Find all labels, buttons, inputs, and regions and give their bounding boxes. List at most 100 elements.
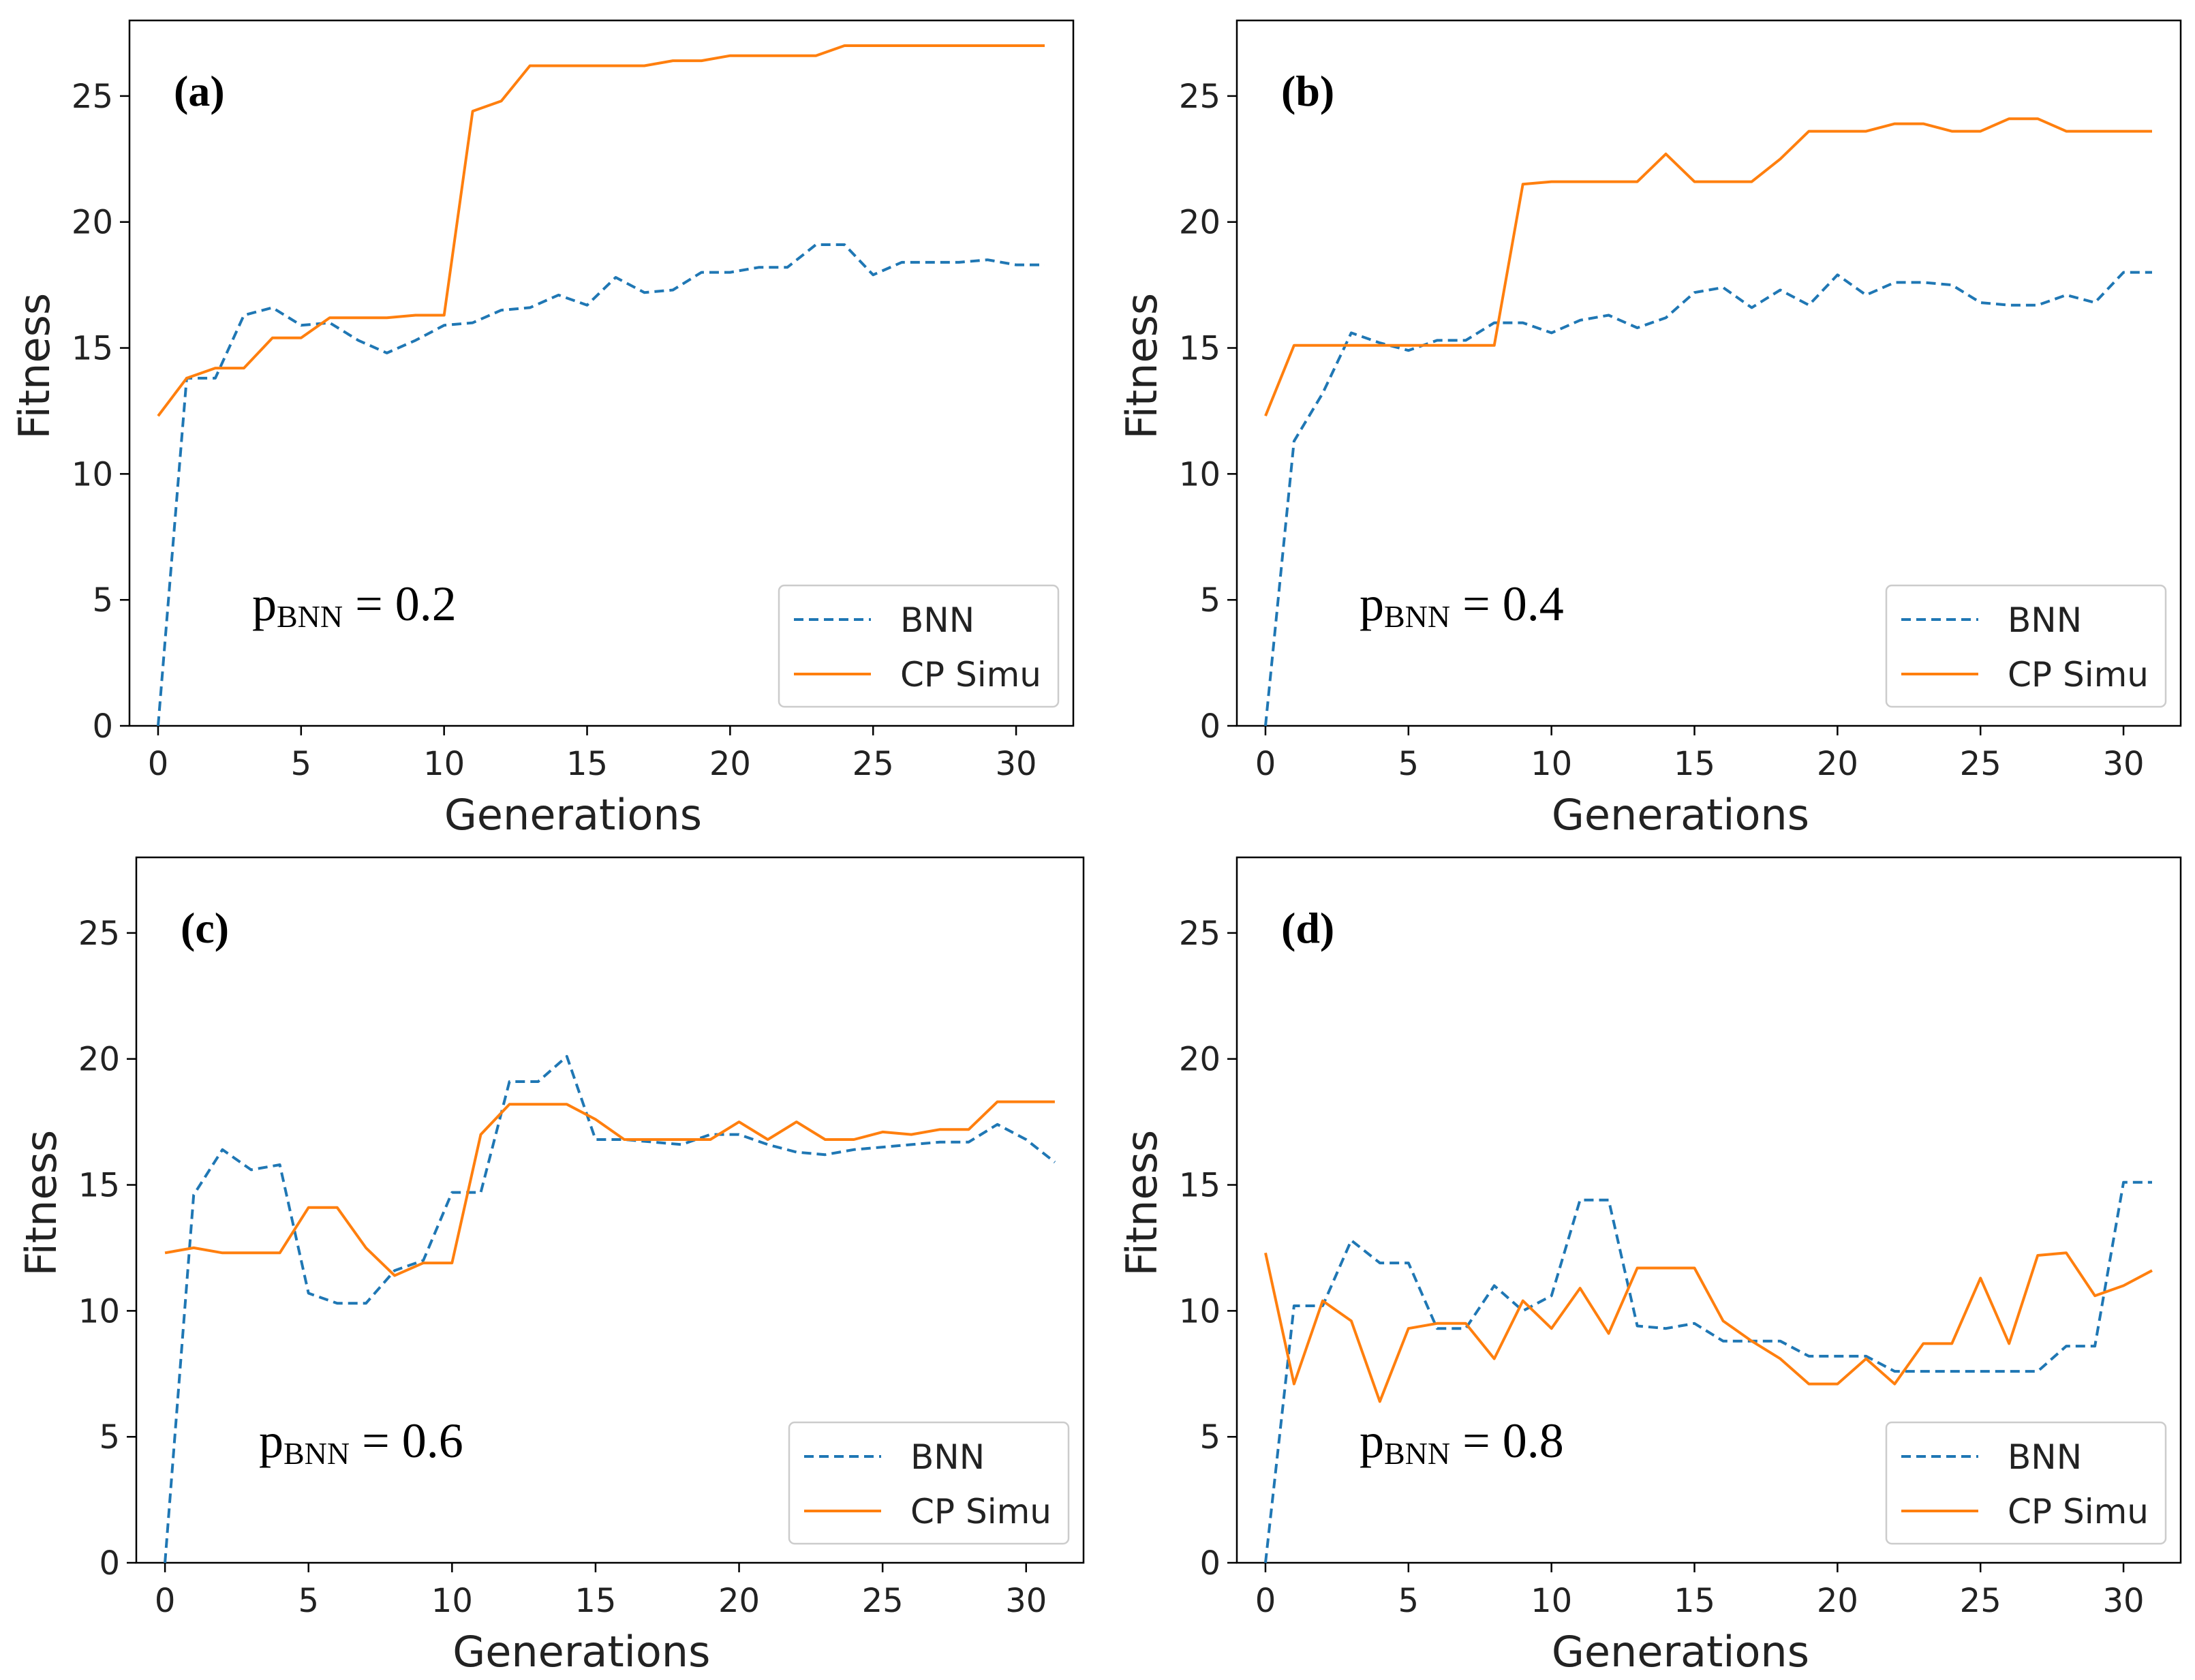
legend-label: CP Simu bbox=[910, 1492, 1052, 1531]
legend-label: CP Simu bbox=[900, 655, 1041, 694]
x-tick-label: 25 bbox=[862, 1582, 904, 1620]
panel-label: (b) bbox=[1281, 67, 1334, 115]
y-tick-label: 15 bbox=[1179, 330, 1221, 368]
x-tick-label: 10 bbox=[423, 745, 465, 783]
legend-label: BNN bbox=[2008, 1437, 2082, 1477]
x-axis-label: Generations bbox=[1552, 790, 1809, 840]
x-tick-label: 30 bbox=[1005, 1582, 1047, 1620]
x-tick-label: 0 bbox=[1255, 745, 1276, 783]
x-tick-label: 5 bbox=[291, 745, 312, 783]
y-tick-label: 15 bbox=[78, 1167, 120, 1205]
panel-label: (c) bbox=[181, 904, 229, 952]
y-tick-label: 0 bbox=[99, 1544, 120, 1583]
x-axis-label: Generations bbox=[452, 1627, 710, 1677]
series-line-cp-simu bbox=[1264, 1251, 2153, 1403]
chart-panel-d: 0 5 10 15 20 25 30 0 5 10 15 20 25 Generations Fitness… bbox=[1117, 856, 2182, 1677]
chart-panel-a: 0 5 10 15 20 25 30 0 5 10 15 20 25 Generations Fitness… bbox=[10, 19, 1075, 840]
y-tick-label: 20 bbox=[78, 1041, 120, 1079]
x-tick-label: 20 bbox=[718, 1582, 760, 1620]
legend-label: BNN bbox=[900, 600, 974, 640]
annotation-subscript: BNN bbox=[1384, 1436, 1450, 1471]
legend-label: BNN bbox=[2008, 600, 2082, 640]
y-tick-label: 0 bbox=[1199, 707, 1221, 746]
annotation-symbol: p bbox=[252, 577, 277, 631]
annotation-value: = 0.2 bbox=[343, 577, 457, 631]
x-tick-label: 20 bbox=[1817, 1582, 1858, 1620]
series-line-bnn bbox=[1264, 271, 2152, 727]
x-tick-label: 10 bbox=[1531, 745, 1572, 783]
x-tick-label: 30 bbox=[996, 745, 1037, 783]
x-tick-label: 20 bbox=[709, 745, 751, 783]
annotation-subscript: BNN bbox=[277, 599, 343, 634]
annotation-subscript: BNN bbox=[283, 1436, 350, 1471]
p-bnn-annotation: pBNN = 0.8 bbox=[1360, 1414, 1564, 1471]
x-tick-label: 25 bbox=[853, 745, 894, 783]
legend-box bbox=[788, 1421, 1070, 1545]
p-bnn-annotation: pBNN = 0.6 bbox=[259, 1414, 463, 1471]
x-tick-label: 0 bbox=[155, 1582, 176, 1620]
y-tick-label: 5 bbox=[92, 581, 113, 620]
y-tick-label: 10 bbox=[72, 455, 113, 493]
x-tick-label: 10 bbox=[1531, 1582, 1572, 1620]
x-tick-label: 5 bbox=[1398, 1582, 1419, 1620]
annotation-symbol: p bbox=[1360, 577, 1384, 631]
y-axis-label: Fitness bbox=[1117, 293, 1167, 440]
series-line-bnn bbox=[157, 243, 1045, 727]
x-tick-label: 15 bbox=[566, 745, 608, 783]
legend: BNN CP Simu bbox=[1885, 1421, 2167, 1545]
y-tick-label: 5 bbox=[1199, 581, 1221, 620]
y-tick-label: 15 bbox=[72, 330, 113, 368]
p-bnn-annotation: pBNN = 0.2 bbox=[252, 577, 457, 634]
x-tick-label: 0 bbox=[1255, 1582, 1276, 1620]
series-line-bnn bbox=[164, 1055, 1056, 1563]
y-tick-label: 25 bbox=[1179, 915, 1221, 953]
legend-box bbox=[778, 584, 1060, 708]
legend: BNN CP Simu bbox=[778, 584, 1060, 708]
x-axis-label: Generations bbox=[1552, 1627, 1809, 1677]
y-tick-label: 25 bbox=[72, 78, 113, 116]
x-tick-label: 15 bbox=[1674, 745, 1715, 783]
y-axis-label: Fitness bbox=[16, 1130, 66, 1277]
panel-label: (d) bbox=[1281, 904, 1334, 952]
x-tick-label: 10 bbox=[431, 1582, 473, 1620]
y-tick-label: 10 bbox=[1179, 455, 1221, 493]
series-line-cp-simu bbox=[157, 44, 1045, 417]
y-tick-label: 20 bbox=[1179, 1041, 1221, 1079]
y-tick-label: 10 bbox=[1179, 1292, 1221, 1330]
chart-panel-c: 0 5 10 15 20 25 30 0 5 10 15 20 25 Generations Fitness… bbox=[16, 856, 1085, 1677]
y-axis-label: Fitness bbox=[10, 293, 59, 440]
x-tick-label: 5 bbox=[1398, 745, 1419, 783]
legend: BNN CP Simu bbox=[1885, 584, 2167, 708]
y-axis-label: Fitness bbox=[1117, 1130, 1167, 1277]
y-tick-label: 20 bbox=[1179, 204, 1221, 242]
x-tick-label: 0 bbox=[148, 745, 169, 783]
series-line-bnn bbox=[1264, 1180, 2152, 1563]
x-tick-label: 30 bbox=[2103, 745, 2145, 783]
legend-box bbox=[1885, 584, 2167, 708]
chart-panel-b: 0 5 10 15 20 25 30 0 5 10 15 20 25 Generations Fitness… bbox=[1117, 19, 2182, 840]
x-tick-label: 15 bbox=[574, 1582, 616, 1620]
x-tick-label: 30 bbox=[2103, 1582, 2145, 1620]
x-tick-label: 25 bbox=[1960, 745, 2001, 783]
legend-label: CP Simu bbox=[2008, 1492, 2149, 1531]
annotation-value: = 0.6 bbox=[350, 1414, 463, 1468]
y-tick-label: 0 bbox=[1199, 1544, 1221, 1583]
y-tick-label: 5 bbox=[99, 1418, 120, 1456]
annotation-value: = 0.8 bbox=[1450, 1414, 1564, 1468]
y-tick-label: 25 bbox=[1179, 78, 1221, 116]
x-tick-label: 20 bbox=[1817, 745, 1858, 783]
annotation-value: = 0.4 bbox=[1450, 577, 1564, 631]
panel-label: (a) bbox=[174, 67, 225, 115]
x-axis-label: Generations bbox=[444, 790, 702, 840]
y-tick-label: 5 bbox=[1199, 1418, 1221, 1456]
legend-label: BNN bbox=[910, 1437, 985, 1477]
series-line-cp-simu bbox=[1264, 117, 2152, 417]
legend: BNN CP Simu bbox=[788, 1421, 1070, 1545]
x-tick-label: 15 bbox=[1674, 1582, 1715, 1620]
y-tick-label: 10 bbox=[78, 1292, 120, 1330]
annotation-symbol: p bbox=[1360, 1414, 1384, 1468]
annotation-subscript: BNN bbox=[1384, 599, 1450, 634]
y-tick-label: 15 bbox=[1179, 1167, 1221, 1205]
y-tick-label: 20 bbox=[72, 204, 113, 242]
p-bnn-annotation: pBNN = 0.4 bbox=[1360, 577, 1564, 634]
